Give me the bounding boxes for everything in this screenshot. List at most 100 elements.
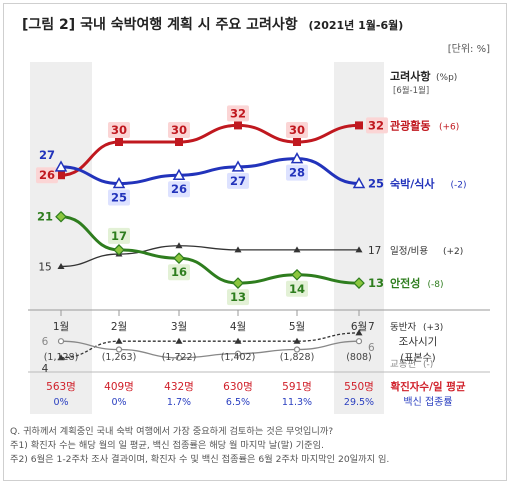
legend-header: 고려사항 (%p) [6월-1월] [390, 69, 457, 96]
label-bg-1-2 [168, 181, 190, 198]
vaccine-label-2: 1.7% [167, 397, 191, 408]
point-5-4 [293, 346, 301, 353]
series-name-2: 일정/비용 [390, 246, 428, 257]
series-5: 6 6 교통편 (-) [42, 336, 434, 370]
data-label-1-5: 25 [368, 177, 384, 191]
label-bg-0-5 [366, 117, 388, 134]
cases-legend: 확진자수/일 평균 [390, 380, 465, 393]
series-name-3: 안전성 [390, 276, 420, 290]
series-name-4: 동반자 [390, 322, 416, 333]
point-4-3 [234, 337, 242, 344]
sample-label-4: (1,828) [280, 352, 315, 363]
data-label-3-1: 17 [111, 229, 127, 243]
series-line-0 [60, 123, 360, 177]
label-bg-3-4 [286, 280, 308, 297]
point-0-4 [293, 138, 301, 146]
data-label-0-4: 30 [289, 123, 305, 137]
data-label-0-2: 30 [171, 123, 187, 137]
point-1-3 [231, 160, 245, 172]
series-line-1 [60, 157, 360, 186]
series-0: 26 30 30 32 30 32 관광활동 (+6) [36, 105, 459, 184]
point-0-2 [175, 138, 183, 146]
survey-label-2: (표본수) [400, 352, 436, 364]
point-5-5 [355, 338, 363, 345]
point-5-0 [57, 338, 65, 345]
data-label-0-3: 32 [230, 106, 246, 120]
point-4-4 [293, 337, 301, 344]
series-change-1: (-2) [451, 181, 467, 191]
point-2-5 [355, 246, 363, 253]
vaccine-legend: 백신 접종률 [403, 396, 452, 408]
point-3-2 [173, 252, 185, 265]
data-label-3-0: 21 [37, 210, 53, 224]
point-3-4 [291, 268, 303, 281]
footnote-question: Q. 귀하께서 계획중인 국내 숙박 여행에서 가장 중요하게 검토하는 것은 … [10, 426, 334, 437]
point-4-5 [355, 329, 363, 336]
series-change-5: (-) [423, 360, 433, 370]
data-label-1-0: 27 [39, 148, 55, 162]
cases-label-0: 563명 [46, 381, 76, 393]
footnote-1: 주1) 확진자 수는 해당 월의 일 평균, 백신 접종률은 해당 월 마지막 … [10, 440, 324, 451]
point-4-1 [115, 337, 123, 344]
point-2-3 [234, 246, 242, 253]
legend-sub: [6월-1월] [393, 85, 429, 96]
vaccine-label-3: 6.5% [226, 397, 250, 408]
data-label-0-0: 26 [39, 168, 55, 182]
footnotes: Q. 귀하께서 계획중인 국내 숙박 여행에서 가장 중요하게 검토하는 것은 … [10, 425, 389, 467]
footnote-2: 주2) 6월은 1-2주차 조사 결과이며, 확진자 수 및 백신 접종률은 6… [10, 454, 390, 465]
point-2-2 [175, 242, 183, 249]
point-3-0 [55, 210, 67, 223]
figure-title: [그림 2] 국내 숙박여행 계획 시 주요 고려사항 (2021년 1월-6월… [22, 14, 403, 34]
point-0-0 [57, 171, 65, 180]
point-5-3 [234, 350, 242, 357]
sample-label-3: (1,402) [221, 352, 256, 363]
data-label-3-3: 13 [230, 290, 246, 304]
series-line-4 [60, 332, 360, 359]
figure-main-title: 국내 숙박여행 계획 시 주요 고려사항 [80, 17, 298, 33]
sample-label-5: (808) [346, 352, 372, 363]
series-line-5 [60, 340, 360, 359]
data-label-1-1: 25 [111, 191, 127, 205]
legend-unit: (%p) [436, 73, 457, 83]
data-label-3-2: 16 [171, 265, 187, 279]
series-change-3: (-8) [428, 280, 444, 290]
data-label-4-5: 7 [368, 321, 375, 333]
sample-label-0: (1,128) [44, 352, 79, 363]
figure-frame [3, 3, 507, 481]
point-5-2 [175, 354, 183, 361]
series-line-2 [60, 245, 359, 268]
series-2: 15 17 일정/비용 (+2) [38, 242, 463, 274]
series-name-0: 관광활동 [390, 118, 430, 132]
point-1-0 [54, 160, 68, 172]
point-2-4 [293, 246, 301, 253]
label-bg-3-3 [227, 289, 249, 306]
series-change-2: (+2) [443, 247, 463, 257]
point-3-3 [232, 277, 244, 289]
label-bg-0-4 [286, 122, 308, 138]
series-name-1: 숙박/식사 [390, 177, 435, 191]
series-3: 21 17 16 13 14 13 안전성 (-8) [37, 210, 444, 306]
data-label-5-0: 6 [42, 336, 49, 348]
label-bg-0-1 [108, 122, 130, 138]
data-label-2-0: 15 [38, 262, 51, 274]
data-label-1-4: 28 [289, 166, 305, 180]
label-bg-0-3 [227, 105, 249, 122]
label-bg-1-4 [286, 164, 308, 181]
point-3-5 [353, 277, 365, 289]
survey-label-1: 조사시기 [399, 336, 438, 348]
series-change-4: (+3) [423, 323, 443, 333]
month-label-0: 1월 [53, 321, 69, 333]
data-label-4-0: 4 [42, 363, 49, 375]
month-label-5: 6월 [351, 321, 367, 333]
vaccine-label-4: 11.3% [282, 397, 312, 408]
figure-label: [그림 2] [22, 17, 76, 33]
vaccine-label-5: 29.5% [344, 397, 374, 408]
data-label-5-5: 6 [368, 342, 375, 354]
month-label-4: 5월 [289, 321, 305, 333]
point-4-0 [57, 354, 65, 361]
cases-label-3: 630명 [223, 381, 253, 393]
series-change-0: (+6) [439, 122, 459, 132]
cases-label-5: 550명 [344, 381, 374, 393]
label-bg-3-1 [108, 227, 130, 244]
label-bg-1-1 [108, 189, 130, 206]
